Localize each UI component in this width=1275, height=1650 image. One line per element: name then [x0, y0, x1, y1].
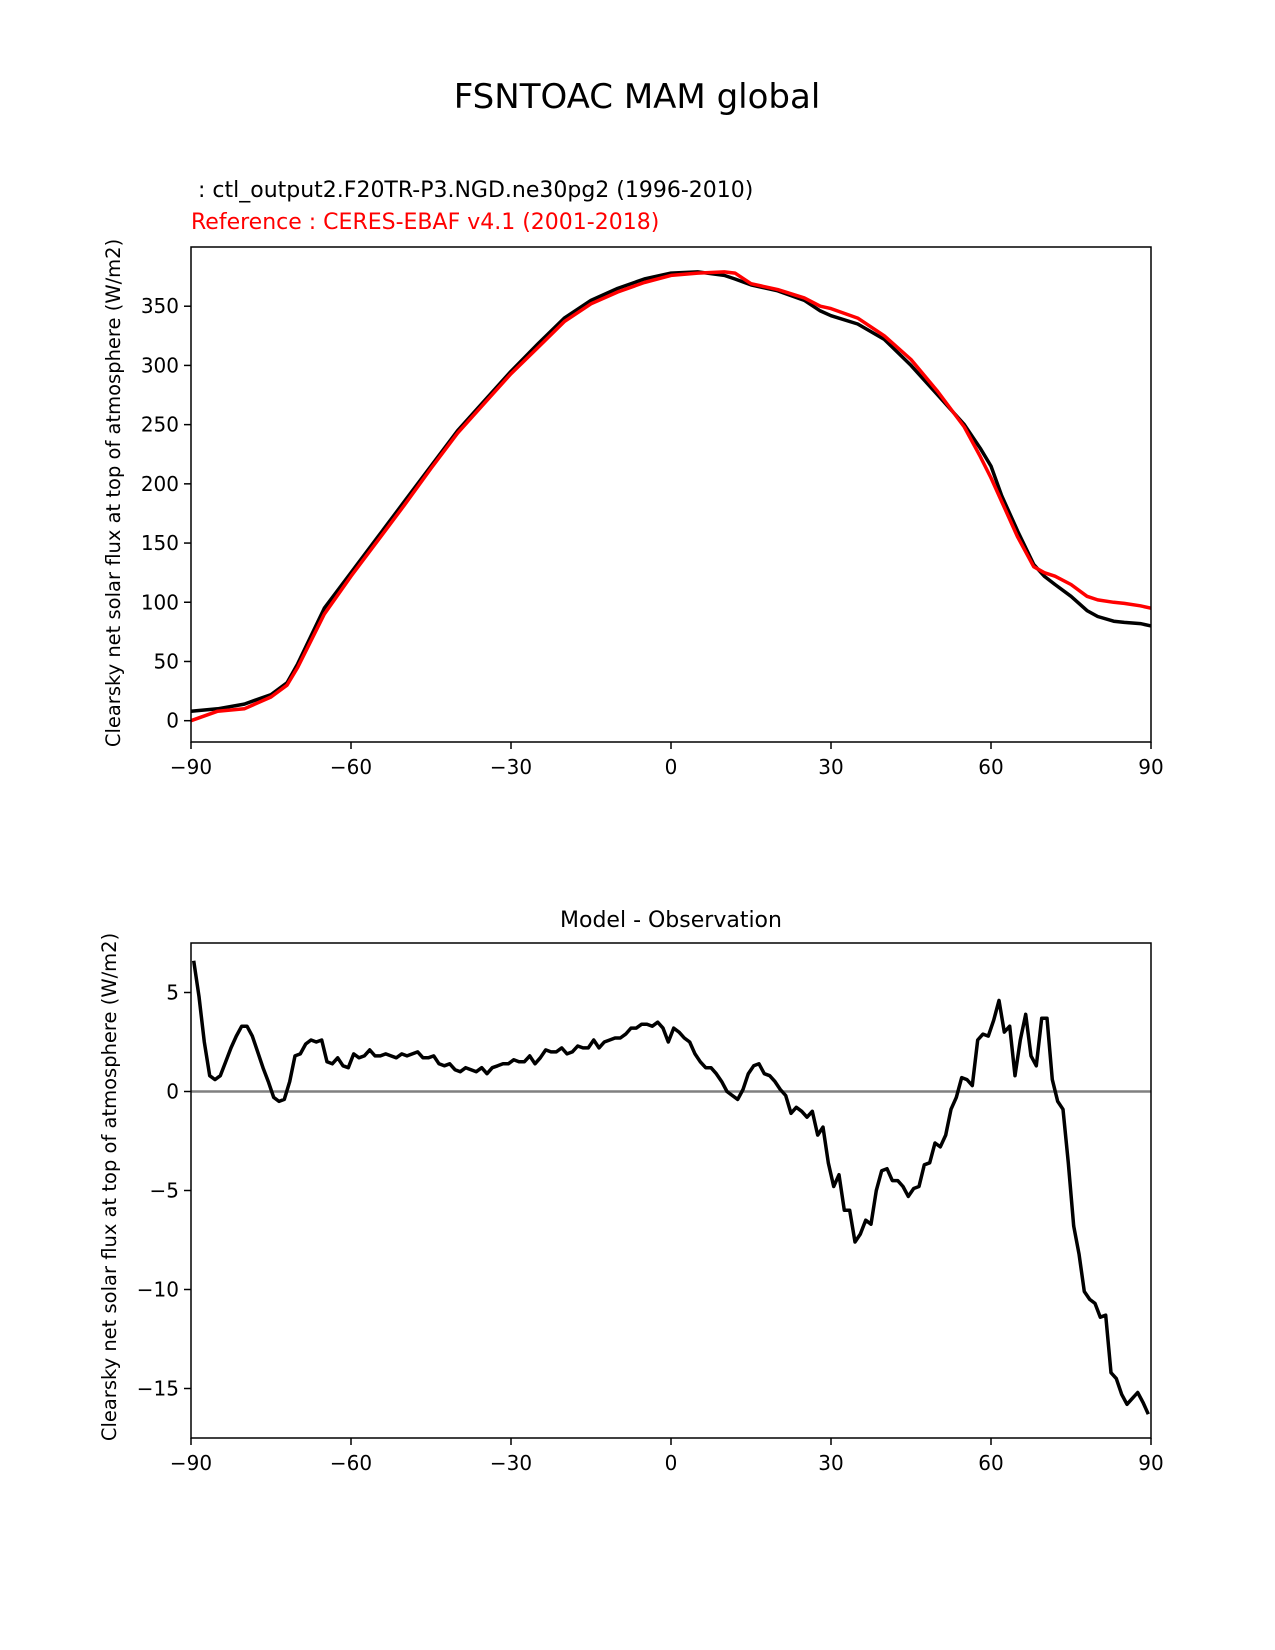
bottom-series [191, 960, 1150, 1415]
x-tick-label: −90 [170, 1451, 212, 1475]
y-tick-label: 0 [166, 709, 179, 733]
x-tick-label: 90 [1138, 1451, 1163, 1475]
top-axes-frame [190, 246, 1152, 743]
y-tick-label: 300 [141, 353, 179, 377]
figure-title: FSNTOAC MAM global [454, 77, 821, 117]
x-tick-label: −30 [490, 755, 532, 779]
difference-series-line [191, 960, 1150, 1415]
y-tick-label: 150 [141, 531, 179, 555]
x-tick-label: −60 [330, 755, 372, 779]
y-tick-label: −15 [137, 1377, 179, 1401]
test-series-line [190, 270, 1152, 713]
bottom-ylabel: Clearsky net solar flux at top of atmosp… [98, 933, 121, 1441]
x-tick-label: 30 [818, 1451, 843, 1475]
bottom-x-ticks: −90 −60 −30 0 30 60 90 [170, 1438, 1164, 1475]
top-ylabel: Clearsky net solar flux at top of atmosp… [102, 239, 125, 747]
top-y-ticks: 0 50 100 150 200 250 300 350 [141, 294, 191, 733]
y-tick-label: −10 [137, 1278, 179, 1302]
x-tick-label: −60 [330, 1451, 372, 1475]
y-tick-label: 0 [166, 1080, 179, 1104]
reference-series-line [190, 270, 1152, 723]
x-tick-label: 0 [665, 1451, 678, 1475]
bottom-y-ticks: 5 0 −5 −10 −15 [137, 981, 191, 1401]
y-tick-label: 350 [141, 294, 179, 318]
x-tick-label: 90 [1138, 755, 1163, 779]
bottom-axes-frame [190, 942, 1152, 1439]
x-tick-label: −30 [490, 1451, 532, 1475]
x-tick-label: 60 [978, 755, 1003, 779]
y-tick-label: 100 [141, 590, 179, 614]
y-tick-label: −5 [150, 1179, 179, 1203]
x-tick-label: 0 [665, 755, 678, 779]
reference-label: Reference : CERES-EBAF v4.1 (2001-2018) [191, 210, 659, 235]
y-tick-label: 200 [141, 472, 179, 496]
y-tick-label: 50 [154, 649, 179, 673]
x-tick-label: 60 [978, 1451, 1003, 1475]
bottom-panel: Model - Observation Clearsky net solar f… [98, 908, 1164, 1475]
y-tick-label: 5 [166, 981, 179, 1005]
x-tick-label: −90 [170, 755, 212, 779]
bottom-axes-title: Model - Observation [560, 908, 782, 933]
top-series [190, 270, 1152, 723]
top-x-ticks: −90 −60 −30 0 30 60 90 [170, 742, 1164, 779]
test-label: : ctl_output2.F20TR-P3.NGD.ne30pg2 (1996… [191, 178, 753, 203]
top-panel: : ctl_output2.F20TR-P3.NGD.ne30pg2 (1996… [102, 178, 1164, 779]
y-tick-label: 250 [141, 413, 179, 437]
x-tick-label: 30 [818, 755, 843, 779]
